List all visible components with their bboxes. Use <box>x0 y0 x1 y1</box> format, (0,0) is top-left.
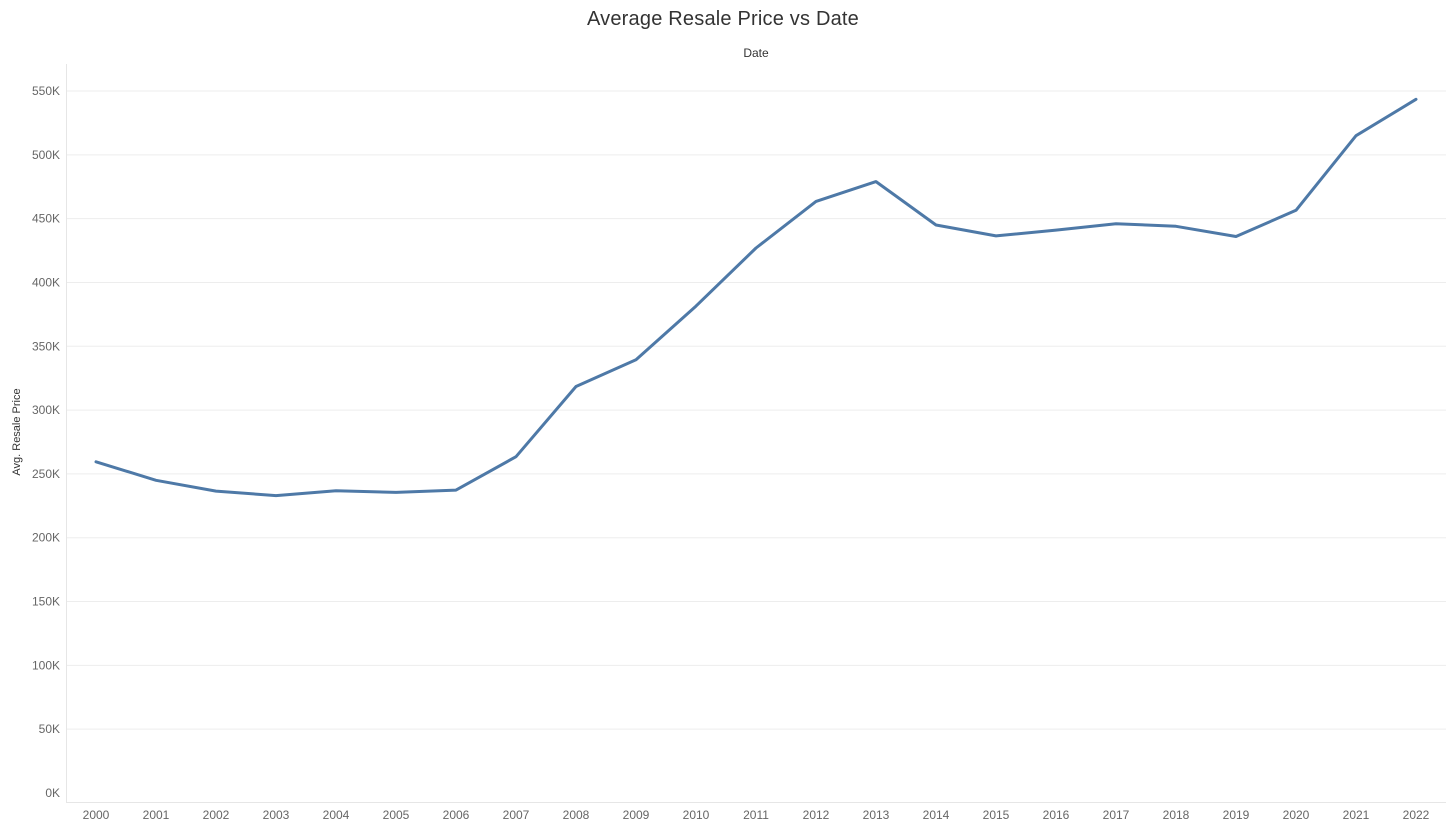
x-tick-label: 2006 <box>443 808 470 822</box>
x-tick-label: 2004 <box>323 808 350 822</box>
y-tick-label: 250K <box>32 467 60 481</box>
y-tick-label: 400K <box>32 275 60 289</box>
x-tick-label: 2011 <box>743 808 769 822</box>
y-tick-label: 50K <box>39 722 60 736</box>
y-tick-label: 100K <box>32 658 60 672</box>
y-tick-label: 300K <box>32 403 60 417</box>
x-tick-label: 2022 <box>1403 808 1430 822</box>
x-tick-label: 2007 <box>503 808 530 822</box>
y-tick-label: 200K <box>32 531 60 545</box>
x-tick-label: 2001 <box>143 808 170 822</box>
y-tick-label: 350K <box>32 339 60 353</box>
y-tick-label: 500K <box>32 148 60 162</box>
x-tick-label: 2013 <box>863 808 890 822</box>
x-tick-label: 2002 <box>203 808 230 822</box>
x-tick-label: 2021 <box>1343 808 1370 822</box>
x-tick-label: 2020 <box>1283 808 1310 822</box>
x-tick-label: 2018 <box>1163 808 1190 822</box>
x-tick-label: 2005 <box>383 808 410 822</box>
x-axis-ticks: 2000 2001 2002 2003 2004 2005 2006 2007 2008 2009… <box>83 808 1430 822</box>
x-axis-header: Date <box>743 46 769 60</box>
x-tick-label: 2019 <box>1223 808 1250 822</box>
y-tick-label: 550K <box>32 84 60 98</box>
y-axis-ticks: 0K 50K 100K 150K 200K 250K 300K 350K 400K 450K 500… <box>32 84 60 800</box>
series-line <box>94 97 1418 498</box>
series-layer <box>94 97 1418 498</box>
y-tick-label: 0K <box>45 786 60 800</box>
x-tick-label: 2009 <box>623 808 650 822</box>
x-tick-label: 2000 <box>83 808 110 822</box>
x-tick-label: 2017 <box>1103 808 1130 822</box>
x-tick-label: 2008 <box>563 808 590 822</box>
y-tick-label: 450K <box>32 212 60 226</box>
x-tick-label: 2014 <box>923 808 950 822</box>
chart-title: Average Resale Price vs Date <box>586 8 860 30</box>
x-tick-label: 2012 <box>803 808 830 822</box>
x-tick-label: 2015 <box>983 808 1010 822</box>
x-tick-label: 2010 <box>683 808 710 822</box>
gridlines <box>66 90 1446 730</box>
x-tick-label: 2003 <box>263 808 290 822</box>
axes <box>66 64 1446 803</box>
y-tick-label: 150K <box>32 595 60 609</box>
x-tick-label: 2016 <box>1043 808 1070 822</box>
